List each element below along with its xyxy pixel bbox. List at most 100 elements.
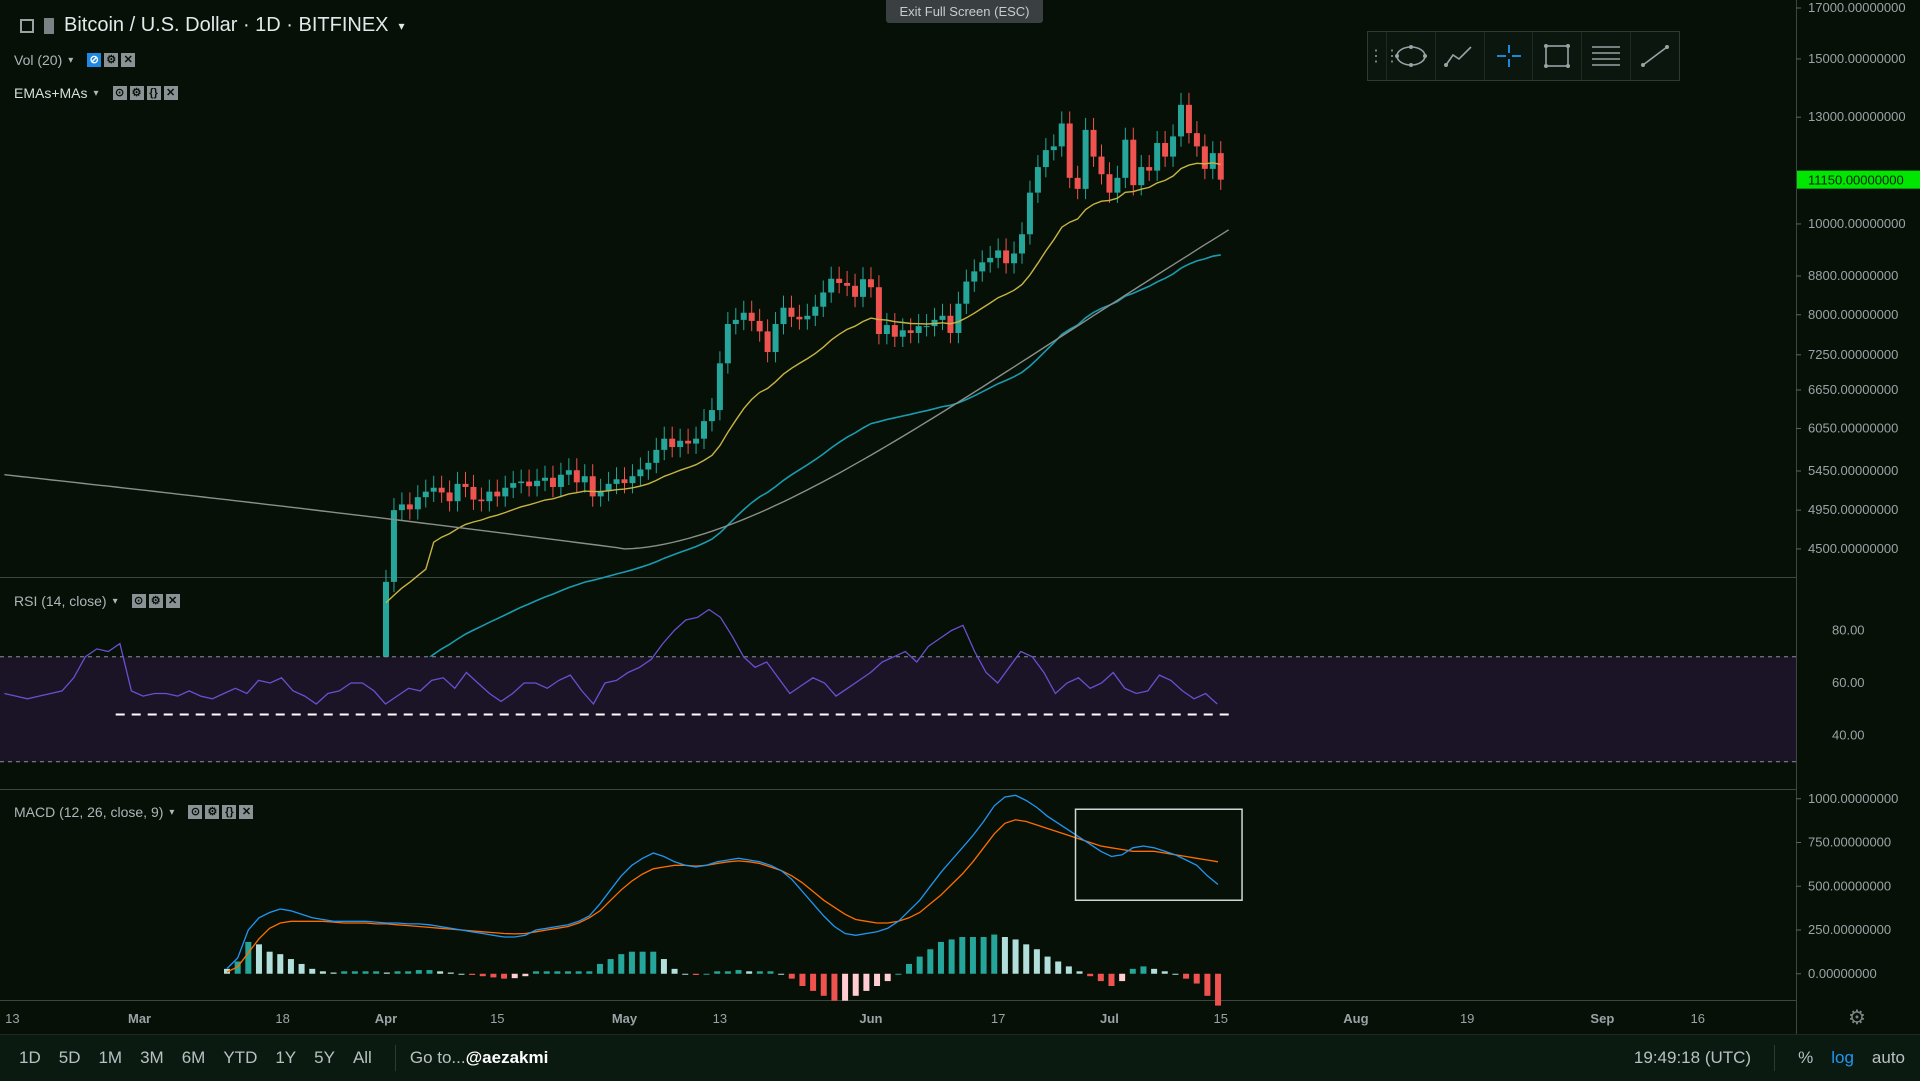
candle-up	[860, 279, 866, 297]
macd-histogram-bar	[756, 971, 763, 974]
settings-icon[interactable]: ⚙	[148, 594, 163, 608]
price-axis-label: 8800.00000000	[1808, 268, 1898, 283]
macd-axis-label: 250.00000000	[1808, 922, 1891, 937]
macd-histogram-bar	[618, 954, 625, 974]
close-icon[interactable]: ✕	[163, 86, 178, 100]
macd-histogram-bar	[1097, 973, 1104, 982]
macd-histogram-bar	[927, 949, 934, 974]
candle-up	[542, 477, 548, 481]
source-code-icon[interactable]: {}	[222, 805, 237, 819]
drag-handle-icon[interactable]: ⋮⋮	[1368, 48, 1400, 65]
ellipse-tool-icon[interactable]	[1386, 32, 1435, 80]
ema-20-line	[385, 162, 1221, 604]
candle-down	[796, 316, 803, 320]
candle-up	[915, 326, 922, 333]
crosshair-tool-icon[interactable]	[1483, 32, 1533, 80]
rectangle-tool-icon[interactable]	[1532, 32, 1581, 80]
range-5y-button[interactable]: 5Y	[314, 1048, 335, 1067]
macd-histogram-bar	[1087, 973, 1094, 977]
chart-settings-gear-icon[interactable]: ⚙	[1848, 1007, 1866, 1029]
fib-retracement-tool-icon[interactable]	[1581, 32, 1630, 80]
candle-up	[724, 324, 731, 364]
macd-histogram-bar	[373, 971, 380, 974]
macd-histogram-bar	[405, 971, 412, 974]
trendline-tool-icon[interactable]	[1630, 32, 1679, 80]
macd-histogram-bar	[1044, 956, 1051, 974]
macd-histogram-bar	[383, 972, 390, 974]
macd-histogram-bar	[543, 971, 550, 974]
exit-fullscreen-button[interactable]: Exit Full Screen (ESC)	[886, 0, 1043, 23]
visibility-icon[interactable]: ⊙	[188, 805, 203, 819]
macd-histogram-bar	[916, 956, 923, 974]
macd-histogram-bar	[1108, 973, 1115, 986]
symbol-title[interactable]: Bitcoin / U.S. Dollar · 1D · BITFINEX ▾	[20, 14, 405, 37]
candle-up	[637, 469, 644, 477]
macd-histogram-bar	[447, 972, 454, 974]
settings-icon[interactable]: ⚙	[129, 86, 144, 100]
close-icon[interactable]: ✕	[165, 594, 180, 608]
emas-label: EMAs+MAs	[14, 85, 88, 101]
range-1m-button[interactable]: 1M	[98, 1048, 123, 1067]
macd-histogram-bar	[1119, 973, 1126, 982]
candle-up	[613, 479, 620, 484]
candle-up	[534, 480, 541, 487]
candle-up	[820, 292, 827, 307]
candle-down	[756, 320, 763, 332]
range-5d-button[interactable]: 5D	[58, 1048, 81, 1067]
macd-histogram-bar	[735, 970, 742, 974]
visibility-icon[interactable]: ⊙	[112, 86, 127, 100]
candle-up	[987, 257, 994, 263]
candle-down	[494, 491, 501, 497]
candle-up	[1170, 136, 1177, 157]
chevron-down-icon[interactable]: ▾	[398, 18, 405, 33]
candle-up	[740, 312, 747, 320]
candle-down	[478, 499, 485, 502]
candle-up	[629, 476, 636, 484]
macd-histogram-bar	[671, 968, 678, 974]
range-all-button[interactable]: All	[352, 1048, 372, 1067]
rsi-legend[interactable]: RSI (14, close) ▾ ⊙ ⚙ ✕	[14, 593, 180, 609]
log-scale-toggle[interactable]: log	[1831, 1048, 1854, 1067]
macd-histogram-bar	[724, 971, 731, 974]
candle-up	[645, 462, 652, 470]
candle-up	[780, 307, 787, 325]
candle-up	[1050, 146, 1057, 151]
chevron-down-icon[interactable]: ▾	[169, 806, 175, 818]
range-1y-button[interactable]: 1Y	[275, 1048, 297, 1067]
emas-legend[interactable]: EMAs+MAs ▾ ⊙ ⚙ {} ✕	[14, 85, 178, 101]
brush-tool-icon[interactable]	[1434, 32, 1484, 80]
candle-down	[852, 285, 859, 297]
macd-histogram-bar	[501, 973, 508, 979]
volume-legend[interactable]: Vol (20) ▾ ⊘ ⚙ ✕	[14, 52, 136, 68]
macd-histogram-bar	[586, 971, 593, 974]
clock-time: 19:49:18 (UTC)	[1633, 1048, 1752, 1067]
price-axis-label: 8000.00000000	[1808, 307, 1898, 322]
goto-button[interactable]: Go to...@aezakmi	[410, 1048, 548, 1068]
macd-histogram-bar	[287, 959, 294, 974]
chevron-down-icon[interactable]: ▾	[68, 54, 74, 66]
auto-scale-toggle[interactable]: auto	[1871, 1048, 1905, 1067]
settings-icon[interactable]: ⚙	[205, 805, 220, 819]
collapse-icon[interactable]	[20, 18, 34, 33]
close-icon[interactable]: ✕	[121, 53, 136, 67]
last-price-tag	[1797, 170, 1920, 189]
macd-legend[interactable]: MACD (12, 26, close, 9) ▾ ⊙ ⚙ {} ✕	[14, 804, 254, 820]
range-1d-button[interactable]: 1D	[19, 1048, 41, 1067]
macd-histogram-bar	[1172, 973, 1179, 975]
visibility-icon[interactable]: ⊘	[87, 53, 102, 67]
percent-scale-toggle[interactable]: %	[1798, 1048, 1814, 1067]
chevron-down-icon[interactable]: ▾	[112, 595, 118, 607]
candle-up	[1138, 167, 1145, 186]
close-icon[interactable]: ✕	[239, 805, 254, 819]
candle-up	[939, 315, 946, 320]
price-axis-label: 7250.00000000	[1808, 347, 1898, 362]
source-code-icon[interactable]: {}	[146, 86, 161, 100]
range-ytd-button[interactable]: YTD	[223, 1048, 258, 1067]
macd-histogram-bar	[1204, 973, 1211, 996]
visibility-icon[interactable]: ⊙	[131, 594, 146, 608]
range-6m-button[interactable]: 6M	[181, 1048, 206, 1067]
chevron-down-icon[interactable]: ▾	[93, 87, 99, 99]
settings-icon[interactable]: ⚙	[104, 53, 119, 67]
range-3m-button[interactable]: 3M	[140, 1048, 164, 1067]
